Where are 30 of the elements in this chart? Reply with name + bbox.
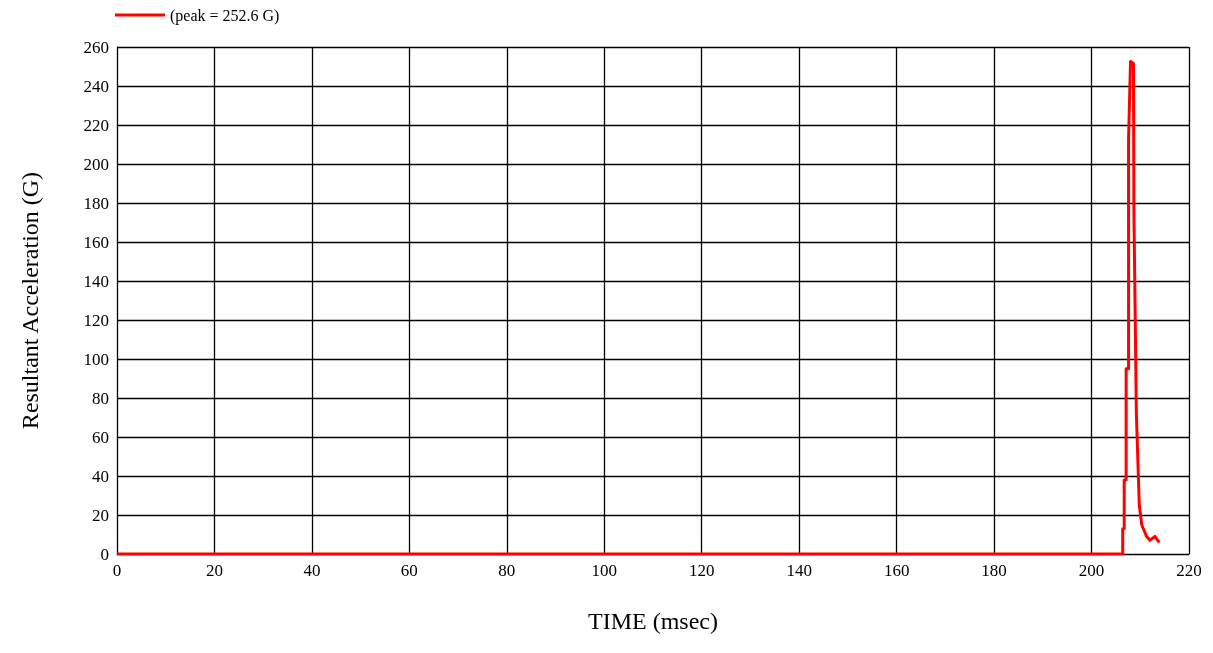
y-tick-label: 200 xyxy=(83,154,109,174)
line-series xyxy=(115,59,1161,556)
x-tick-label: 80 xyxy=(498,561,516,580)
y-tick-label: 100 xyxy=(83,349,109,369)
x-tick-label: 120 xyxy=(688,561,715,580)
y-tick-label: 40 xyxy=(92,466,109,486)
x-tick-label: 60 xyxy=(400,561,418,580)
y-tick-label: 180 xyxy=(83,193,109,213)
x-tick-label: 40 xyxy=(303,561,321,580)
y-tick-label: 220 xyxy=(83,115,109,135)
x-tick-label: 160 xyxy=(883,561,910,580)
y-tick-label: 60 xyxy=(92,427,109,447)
y-tick-label: 240 xyxy=(83,76,109,96)
x-tick-label: 180 xyxy=(981,561,1007,580)
y-tick-label: 140 xyxy=(83,271,109,291)
y-tick-label: 160 xyxy=(83,232,109,252)
y-tick-label: 80 xyxy=(92,388,109,408)
y-axis-title: Resultant Acceleration (G) xyxy=(17,171,43,430)
x-tick-label: 20 xyxy=(205,561,223,580)
x-axis-title: TIME (msec) xyxy=(588,608,718,634)
y-tick-label: 20 xyxy=(92,505,109,525)
legend-label: (peak = 252.6 G) xyxy=(170,6,280,25)
x-tick-label: 0 xyxy=(112,561,122,580)
y-tick-label: 120 xyxy=(83,310,109,330)
y-tick-label: 260 xyxy=(83,37,109,57)
x-tick-label: 140 xyxy=(786,561,812,580)
x-tick-label: 220 xyxy=(1176,561,1202,580)
y-tick-label: 0 xyxy=(100,544,109,564)
x-tick-label: 100 xyxy=(591,561,618,580)
x-tick-label: 200 xyxy=(1078,561,1105,580)
